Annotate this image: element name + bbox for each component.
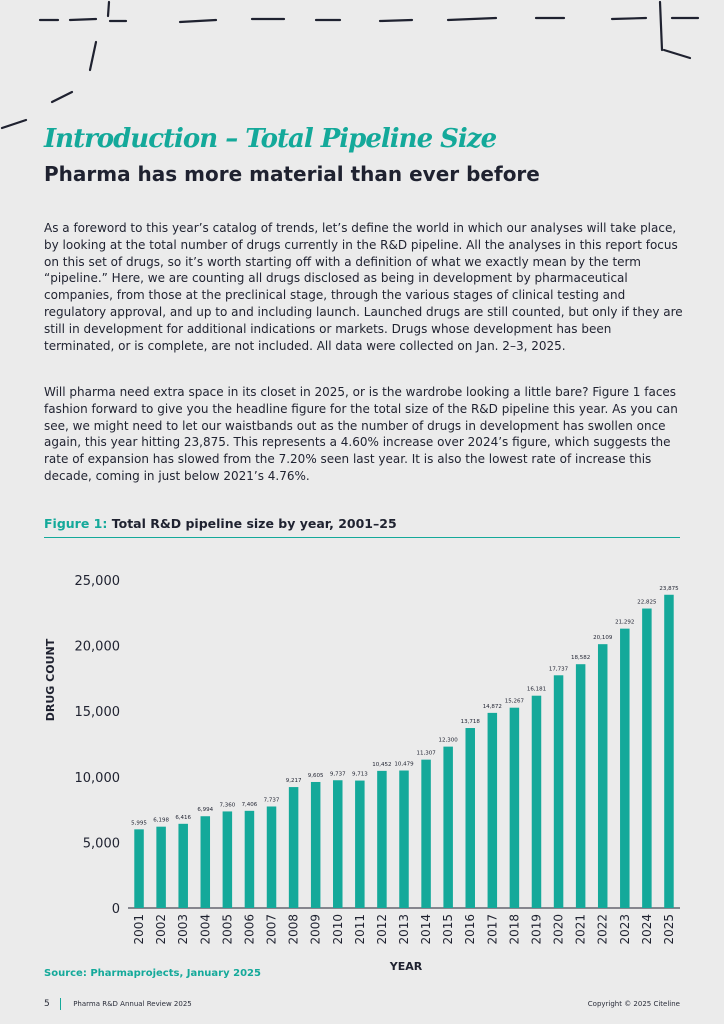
data-label: 7,737 (264, 797, 280, 803)
page-number: 5 (44, 999, 50, 1009)
figure-heading: Figure 1: Total R&D pipeline size by yea… (44, 516, 680, 538)
bar (531, 695, 542, 908)
page-subtitle: Pharma has more material than ever befor… (44, 162, 540, 186)
bar (553, 675, 564, 908)
data-label: 20,109 (593, 635, 613, 641)
x-tick-label: 2002 (154, 914, 168, 945)
x-tick-label: 2021 (574, 914, 588, 945)
x-tick-label: 2024 (640, 914, 654, 945)
bar (310, 781, 321, 908)
decorative-sketch-lines (0, 0, 700, 130)
x-tick-label: 2023 (618, 914, 632, 945)
data-label: 9,737 (330, 771, 346, 777)
bar (156, 826, 166, 908)
data-label: 12,300 (439, 738, 459, 744)
bar (222, 811, 233, 908)
x-tick-label: 2008 (287, 914, 301, 945)
x-tick-label: 2010 (331, 914, 345, 945)
bar (355, 780, 365, 908)
bar (487, 712, 498, 908)
x-tick-label: 2005 (220, 914, 234, 945)
bar (642, 608, 652, 908)
x-tick-label: 2003 (176, 914, 190, 945)
x-tick-label: 2013 (397, 914, 411, 945)
data-label: 22,825 (637, 600, 657, 606)
data-label: 9,217 (286, 778, 302, 784)
x-tick-label: 2015 (441, 914, 455, 945)
bar (266, 806, 277, 908)
bar (465, 728, 475, 908)
data-label: 6,198 (153, 818, 169, 824)
x-tick-label: 2007 (265, 914, 279, 945)
bar (288, 787, 299, 908)
y-tick-label: 10,000 (75, 771, 121, 786)
page-footer: 5 Pharma R&D Annual Review 2025 Copyrigh… (44, 998, 680, 1010)
bar (509, 707, 520, 908)
y-tick-label: 5,000 (83, 836, 120, 851)
data-label: 10,452 (372, 762, 391, 768)
publication-name: Pharma R&D Annual Review 2025 (73, 1000, 192, 1008)
x-tick-label: 2001 (132, 914, 146, 945)
figure-label: Figure 1: (44, 516, 108, 531)
x-tick-label: 2020 (552, 914, 566, 945)
x-tick-label: 2025 (662, 914, 676, 945)
bar (333, 780, 343, 908)
data-label: 5,995 (131, 820, 147, 826)
y-tick-label: 20,000 (75, 640, 121, 655)
body-paragraph-2: Will pharma need extra space in its clos… (44, 385, 678, 483)
bar (200, 816, 211, 908)
x-tick-label: 2004 (198, 914, 212, 945)
bar-chart: 0 5,000 10,000 15,000 20,000 25,000 5,995 2001 6… (44, 574, 680, 973)
x-tick-label: 2019 (529, 914, 543, 945)
x-axis-title: YEAR (389, 960, 423, 973)
x-tick-label: 2006 (242, 914, 256, 945)
data-label: 18,582 (571, 655, 590, 661)
page-title: Introduction – Total Pipeline Size (44, 124, 497, 154)
data-label: 9,605 (308, 773, 324, 779)
bar (575, 664, 586, 908)
data-label: 10,479 (394, 762, 414, 768)
bar (597, 644, 608, 908)
bar (134, 829, 144, 908)
data-label: 13,718 (461, 719, 481, 725)
data-label: 21,292 (615, 620, 634, 626)
x-tick-label: 2011 (353, 914, 367, 945)
data-label: 23,875 (659, 586, 679, 592)
data-label: 14,872 (483, 704, 502, 710)
x-tick-label: 2018 (507, 914, 521, 945)
figure-source: Source: Pharmaprojects, January 2025 (44, 968, 261, 979)
data-label: 9,713 (352, 772, 368, 778)
data-label: 11,307 (416, 751, 436, 757)
data-label: 16,181 (527, 687, 546, 693)
bar (443, 746, 453, 908)
bar (377, 770, 387, 908)
bar (399, 770, 409, 908)
data-label: 6,416 (175, 815, 191, 821)
x-tick-label: 2014 (419, 914, 433, 945)
data-label: 15,267 (505, 699, 525, 705)
data-label: 7,406 (242, 802, 258, 808)
bar (178, 823, 188, 908)
x-tick-label: 2016 (463, 914, 477, 945)
copyright-notice: Copyright © 2025 Citeline (587, 1000, 680, 1008)
y-tick-label: 0 (112, 902, 120, 917)
y-tick-label: 15,000 (75, 705, 121, 720)
bar (244, 810, 255, 908)
y-axis-title: DRUG COUNT (44, 638, 57, 721)
bar (664, 594, 674, 908)
x-tick-label: 2009 (309, 914, 323, 945)
x-tick-label: 2012 (375, 914, 389, 945)
bar (620, 628, 630, 908)
body-paragraph-1: As a foreword to this year’s catalog of … (44, 221, 683, 353)
y-tick-label: 25,000 (75, 574, 121, 589)
footer-divider (59, 998, 61, 1010)
data-label: 7,360 (219, 802, 235, 808)
x-tick-label: 2022 (596, 914, 610, 945)
data-label: 17,737 (549, 666, 569, 672)
bar (421, 759, 431, 908)
data-label: 6,994 (197, 807, 213, 813)
figure-caption: Total R&D pipeline size by year, 2001–25 (111, 516, 397, 531)
x-tick-label: 2017 (485, 914, 499, 945)
